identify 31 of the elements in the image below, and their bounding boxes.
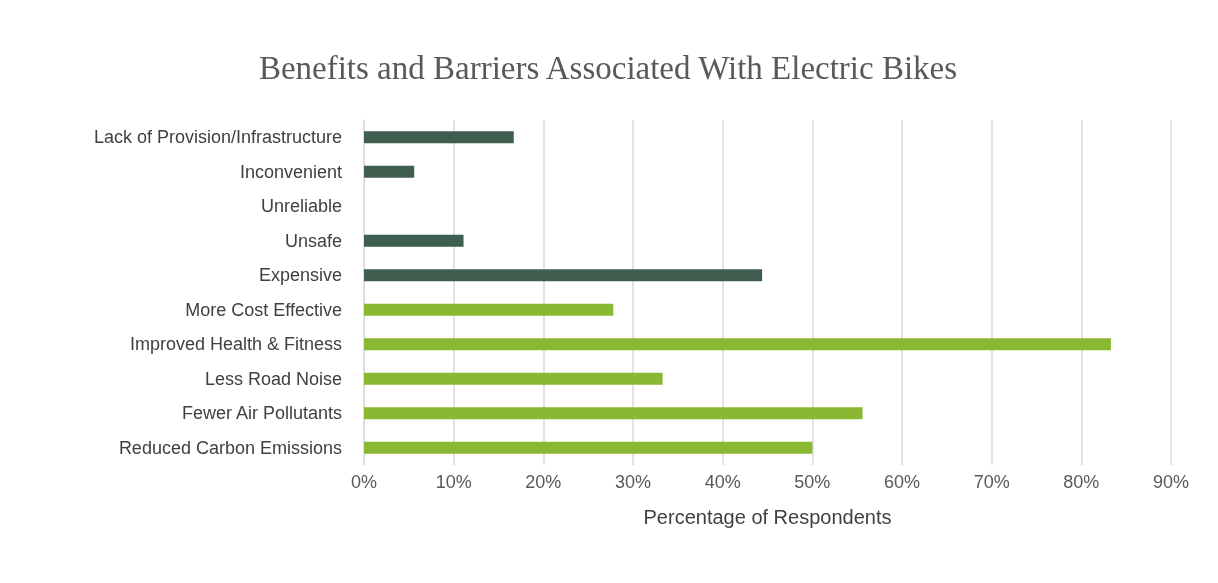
y-tick-label: Unreliable — [260, 196, 342, 217]
y-tick-label: Fewer Air Pollutants — [181, 403, 342, 424]
y-tick-label: Lack of Provision/Infrastructure — [93, 127, 342, 148]
x-tick-label: 50% — [794, 472, 831, 492]
y-tick-label: Reduced Carbon Emissions — [118, 437, 342, 458]
bar — [364, 131, 514, 144]
chart-title: Benefits and Barriers Associated With Electric Bikes — [258, 49, 958, 86]
bar — [364, 269, 763, 282]
bar — [364, 165, 415, 178]
bar — [364, 303, 614, 316]
y-tick-label: Improved Health & Fitness — [129, 334, 342, 355]
x-tick-label: 30% — [614, 472, 652, 492]
bar — [364, 407, 863, 420]
y-tick-label: Expensive — [258, 265, 342, 286]
x-tick-label: 40% — [704, 472, 741, 492]
x-tick-label: 0% — [350, 472, 378, 492]
x-tick-label: 80% — [1063, 472, 1100, 492]
y-tick-label: Unsafe — [284, 230, 342, 251]
x-tick-label: 60% — [883, 472, 921, 492]
y-tick-label: More Cost Effective — [185, 299, 342, 320]
x-tick-label: 70% — [973, 472, 1010, 492]
x-tick-label: 10% — [435, 472, 472, 492]
bar — [364, 234, 464, 247]
y-tick-label: Inconvenient — [239, 161, 342, 182]
x-tick-label: 90% — [1152, 472, 1190, 492]
x-axis-title: Percentage of Respondents — [643, 506, 892, 528]
bar — [364, 338, 1111, 351]
y-tick-label: Less Road Noise — [204, 368, 342, 389]
bar — [364, 441, 813, 454]
bar — [364, 372, 663, 385]
x-tick-label: 20% — [525, 472, 562, 492]
